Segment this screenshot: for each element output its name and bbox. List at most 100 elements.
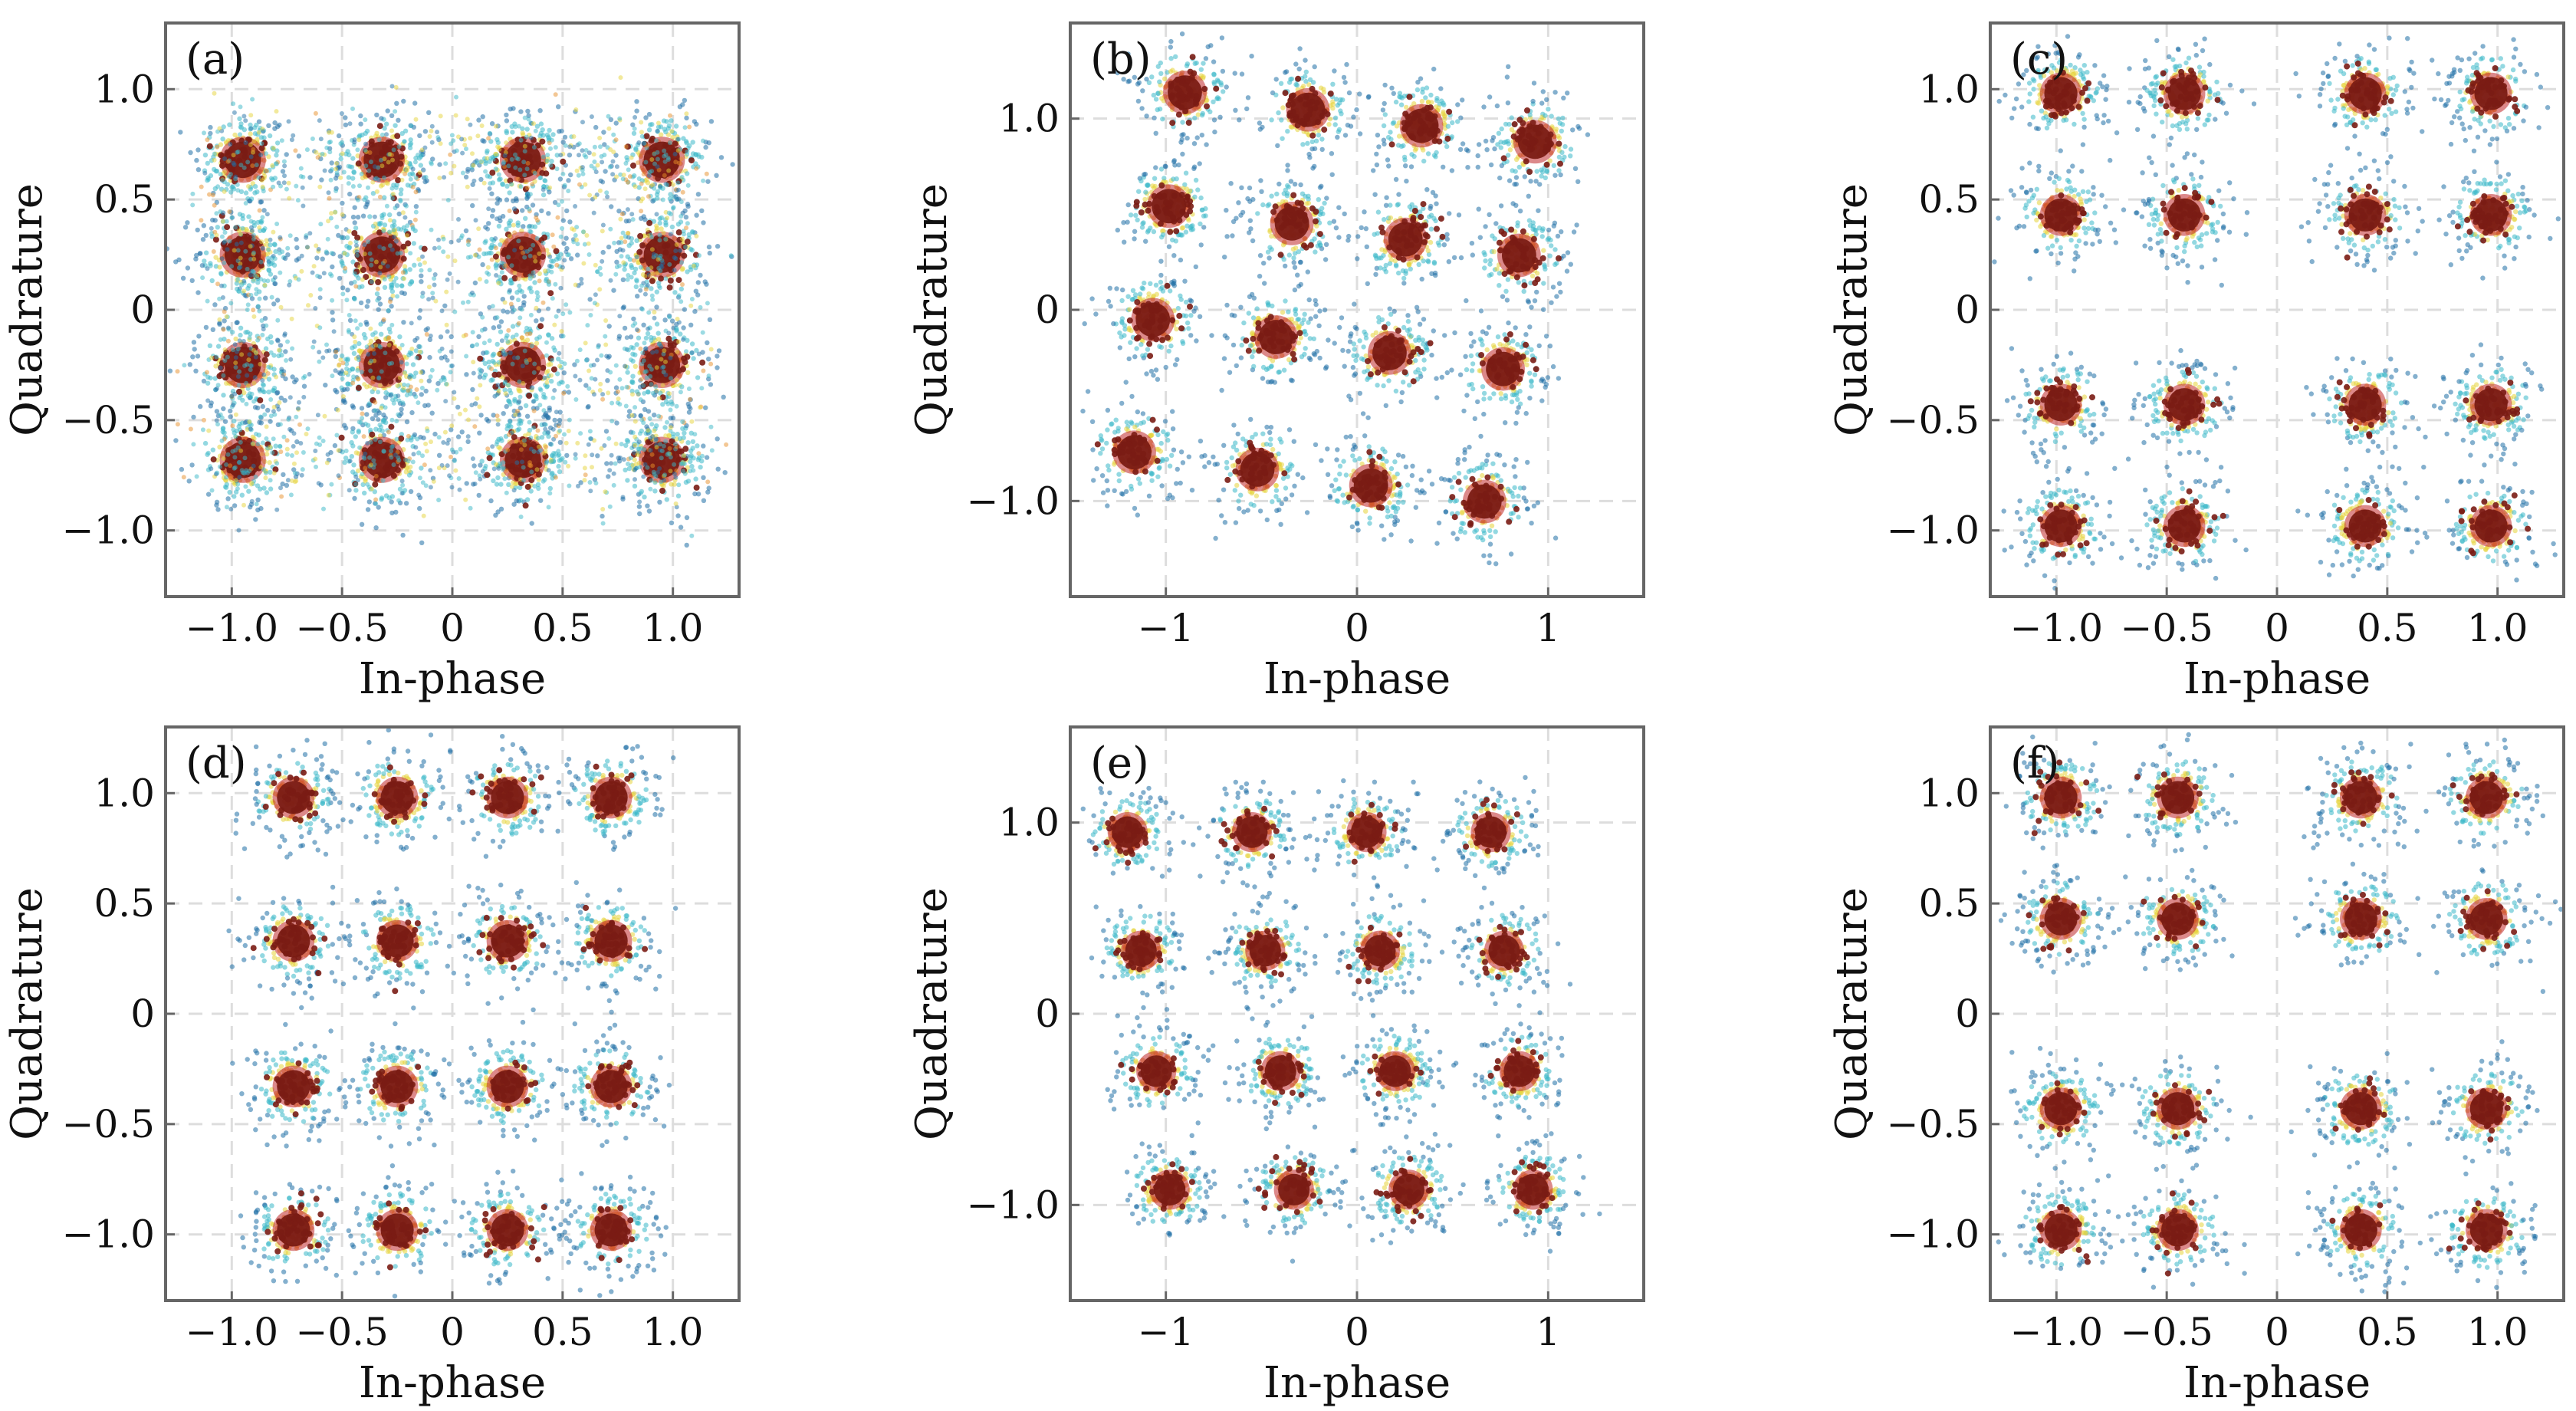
constellation-point — [261, 278, 267, 283]
constellation-point — [284, 186, 289, 192]
constellation-point — [222, 347, 228, 352]
constellation-point — [222, 189, 227, 194]
constellation-point — [530, 182, 535, 187]
constellation-point — [690, 230, 695, 235]
constellation-point — [352, 344, 357, 349]
constellation-point — [580, 171, 586, 176]
constellation-point — [248, 363, 254, 368]
constellation-point — [254, 291, 259, 297]
constellation-point — [475, 342, 480, 347]
constellation-point — [219, 178, 225, 183]
constellation-point — [646, 326, 651, 331]
constellation-point — [597, 188, 603, 193]
constellation-point — [248, 367, 253, 373]
constellation-point — [550, 258, 556, 264]
constellation-point — [381, 229, 386, 234]
constellation-point — [672, 151, 678, 156]
constellation-point — [578, 480, 583, 485]
constellation-point — [212, 151, 217, 156]
constellation-point — [251, 463, 256, 469]
constellation-point — [353, 482, 359, 487]
constellation-point — [242, 292, 248, 298]
constellation-point — [334, 349, 339, 354]
constellation-point — [369, 262, 374, 268]
constellation-point — [548, 163, 554, 168]
constellation-point — [649, 452, 655, 457]
constellation-point — [430, 295, 435, 301]
constellation-point — [265, 407, 271, 413]
constellation-point — [317, 350, 322, 355]
constellation-point — [512, 270, 518, 275]
constellation-point — [367, 251, 373, 256]
constellation-point — [387, 218, 393, 223]
constellation-point — [656, 331, 661, 336]
constellation-point — [359, 406, 365, 411]
constellation-point — [251, 457, 258, 464]
constellation-point — [681, 252, 688, 259]
constellation-point — [252, 184, 258, 189]
constellation-point — [373, 259, 379, 265]
constellation-point — [279, 367, 284, 372]
constellation-point — [353, 488, 359, 493]
constellation-point — [373, 343, 379, 348]
constellation-point — [334, 170, 340, 176]
constellation-point — [389, 455, 394, 460]
constellation-point — [654, 228, 659, 233]
constellation-point — [629, 155, 634, 160]
constellation-point — [400, 400, 406, 406]
constellation-point — [481, 340, 487, 346]
constellation-point — [622, 325, 628, 331]
constellation-point — [650, 434, 655, 439]
constellation-point — [625, 370, 630, 375]
constellation-point — [280, 481, 285, 487]
constellation-point — [248, 142, 253, 147]
constellation-point — [582, 242, 587, 247]
constellation-point — [607, 468, 613, 473]
constellation-point — [376, 376, 382, 381]
constellation-point — [495, 422, 501, 427]
constellation-point — [513, 265, 520, 271]
constellation-point — [258, 361, 263, 367]
constellation-point — [602, 142, 607, 147]
constellation-point — [214, 418, 219, 423]
constellation-point — [610, 400, 615, 406]
constellation-point — [297, 400, 301, 405]
constellation-point — [464, 372, 469, 377]
constellation-point — [641, 322, 646, 327]
constellation-point — [668, 428, 673, 433]
constellation-point — [195, 227, 200, 233]
constellation-point — [391, 400, 396, 406]
constellation-point — [215, 344, 222, 349]
constellation-point — [504, 130, 510, 136]
constellation-point — [214, 169, 220, 174]
constellation-point — [384, 370, 391, 377]
constellation-point — [393, 206, 398, 211]
constellation-point — [261, 390, 267, 395]
constellation-point — [400, 243, 407, 250]
constellation-point — [478, 462, 483, 468]
constellation-point — [320, 256, 325, 261]
constellation-point — [635, 294, 640, 299]
constellation-point — [362, 382, 367, 387]
constellation-point — [453, 113, 458, 118]
constellation-point — [258, 277, 264, 282]
constellation-point — [562, 361, 567, 367]
constellation-point — [257, 208, 262, 213]
constellation-point — [535, 264, 542, 271]
constellation-point — [652, 315, 657, 321]
constellation-point — [654, 445, 659, 450]
constellation-point — [504, 112, 509, 118]
constellation-point — [667, 314, 672, 320]
constellation-point — [654, 138, 659, 143]
constellation-point — [321, 506, 326, 511]
constellation-point — [362, 242, 367, 248]
constellation-point — [627, 257, 633, 262]
constellation-point — [389, 494, 396, 499]
constellation-point — [416, 257, 422, 262]
constellation-point — [339, 353, 345, 359]
constellation-point — [377, 194, 383, 199]
constellation-point — [553, 145, 558, 150]
constellation-point — [536, 462, 543, 469]
constellation-point — [253, 474, 258, 479]
